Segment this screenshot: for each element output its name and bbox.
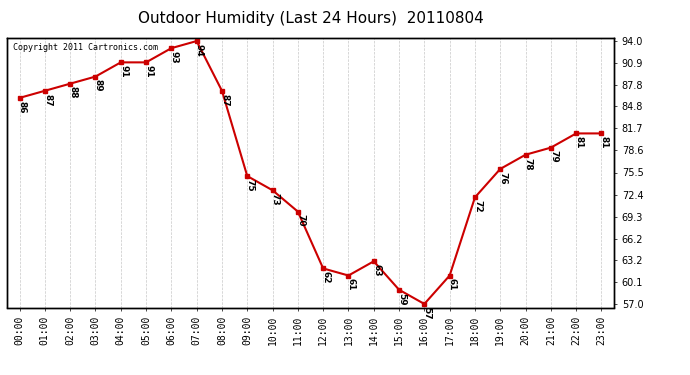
Text: 91: 91 (144, 65, 153, 78)
Text: 79: 79 (549, 150, 558, 163)
Text: 94: 94 (195, 44, 204, 57)
Text: 78: 78 (524, 158, 533, 170)
Text: 73: 73 (271, 193, 280, 206)
Text: 72: 72 (473, 200, 482, 213)
Text: 59: 59 (397, 292, 406, 305)
Text: 86: 86 (18, 100, 27, 113)
Text: Outdoor Humidity (Last 24 Hours)  20110804: Outdoor Humidity (Last 24 Hours) 2011080… (137, 11, 484, 26)
Text: 81: 81 (600, 136, 609, 149)
Text: Copyright 2011 Cartronics.com: Copyright 2011 Cartronics.com (13, 43, 158, 52)
Text: 93: 93 (170, 51, 179, 63)
Text: 87: 87 (43, 94, 52, 106)
Text: 89: 89 (94, 80, 103, 92)
Text: 76: 76 (499, 172, 508, 184)
Text: 91: 91 (119, 65, 128, 78)
Text: 57: 57 (423, 307, 432, 320)
Text: 75: 75 (246, 179, 255, 192)
Text: 81: 81 (575, 136, 584, 149)
Text: 88: 88 (68, 87, 77, 99)
Text: 62: 62 (322, 271, 331, 284)
Text: 70: 70 (296, 214, 305, 227)
Text: 61: 61 (448, 278, 457, 291)
Text: 63: 63 (372, 264, 381, 277)
Text: 61: 61 (347, 278, 356, 291)
Text: 87: 87 (220, 94, 229, 106)
